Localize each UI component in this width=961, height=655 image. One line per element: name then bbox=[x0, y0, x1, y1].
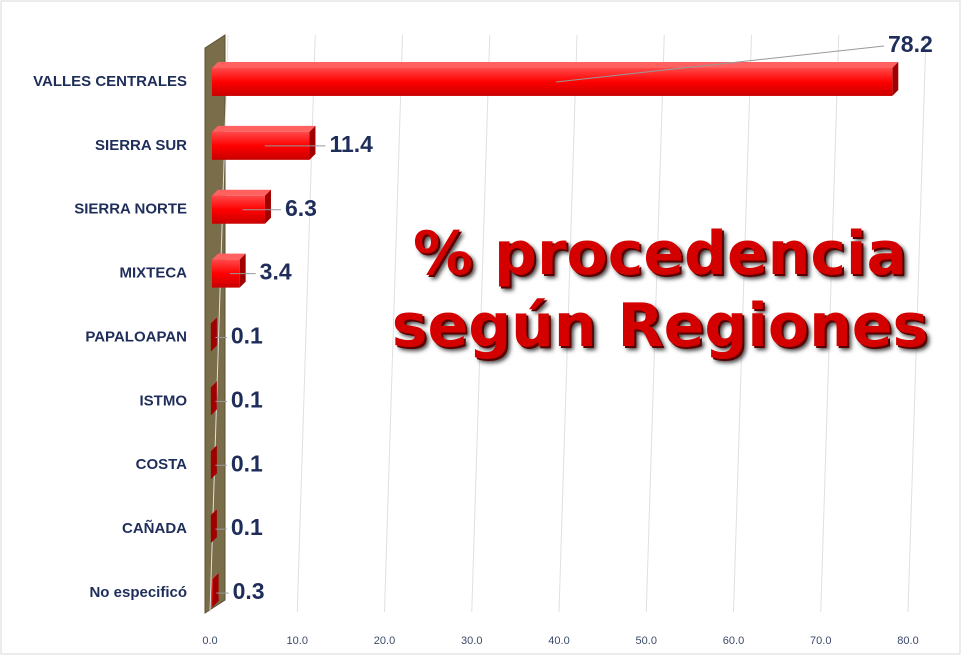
data-label: 0.1 bbox=[231, 323, 263, 349]
y-tick-label: COSTA bbox=[136, 456, 188, 473]
x-tick-label: 0.0 bbox=[202, 635, 217, 647]
bar-top bbox=[212, 125, 316, 132]
data-label: 6.3 bbox=[285, 195, 317, 221]
grid-line bbox=[296, 34, 316, 613]
data-label: 78.2 bbox=[888, 31, 933, 57]
bar-top bbox=[212, 573, 219, 580]
bar bbox=[212, 67, 893, 96]
x-tick-label: 20.0 bbox=[374, 635, 395, 647]
bar-side bbox=[210, 317, 217, 352]
bar bbox=[212, 579, 213, 608]
data-label: 0.1 bbox=[231, 386, 263, 412]
y-tick-label: MIXTECA bbox=[120, 265, 188, 282]
grid-line bbox=[471, 34, 491, 613]
grid-line bbox=[384, 34, 403, 613]
grid-line bbox=[820, 34, 840, 613]
bar-side bbox=[309, 125, 316, 160]
bar-top bbox=[212, 189, 271, 196]
y-tick-label: CAÑADA bbox=[122, 519, 187, 537]
bar-top bbox=[212, 61, 899, 68]
bar-side bbox=[264, 189, 271, 224]
x-tick-label: 40.0 bbox=[548, 635, 569, 647]
grid-line bbox=[558, 34, 578, 613]
bar-side bbox=[210, 381, 217, 416]
bar-side bbox=[210, 445, 217, 480]
data-label: 0.1 bbox=[231, 514, 263, 540]
bar-side bbox=[892, 61, 899, 96]
grid-line bbox=[645, 34, 665, 613]
data-label: 0.3 bbox=[233, 578, 265, 604]
grid-line bbox=[907, 34, 927, 613]
y-tick-label: ISTMO bbox=[140, 392, 188, 409]
x-tick-label: 70.0 bbox=[810, 635, 831, 647]
y-tick-label: VALLES CENTRALES bbox=[33, 73, 187, 90]
grid-line bbox=[733, 34, 752, 613]
x-tick-label: 80.0 bbox=[897, 635, 918, 647]
x-tick-label: 60.0 bbox=[723, 635, 744, 647]
bar-top bbox=[212, 253, 246, 260]
x-tick-label: 30.0 bbox=[461, 635, 482, 647]
y-tick-label: PAPALOAPAN bbox=[85, 328, 187, 345]
x-tick-label: 50.0 bbox=[636, 635, 657, 647]
bar-side bbox=[239, 253, 246, 288]
bar-side bbox=[210, 509, 217, 544]
data-label: 3.4 bbox=[260, 259, 292, 285]
y-tick-label: SIERRA SUR bbox=[95, 137, 187, 154]
chart-title: % procedencia según Regiones bbox=[391, 219, 929, 361]
bar-side bbox=[212, 573, 219, 608]
x-tick-label: 10.0 bbox=[287, 635, 308, 647]
leader-line bbox=[556, 45, 885, 83]
data-label: 11.4 bbox=[329, 131, 373, 157]
y-tick-label: No especificó bbox=[89, 584, 187, 601]
y-tick-label: SIERRA NORTE bbox=[74, 201, 187, 218]
data-label: 0.1 bbox=[231, 450, 263, 476]
